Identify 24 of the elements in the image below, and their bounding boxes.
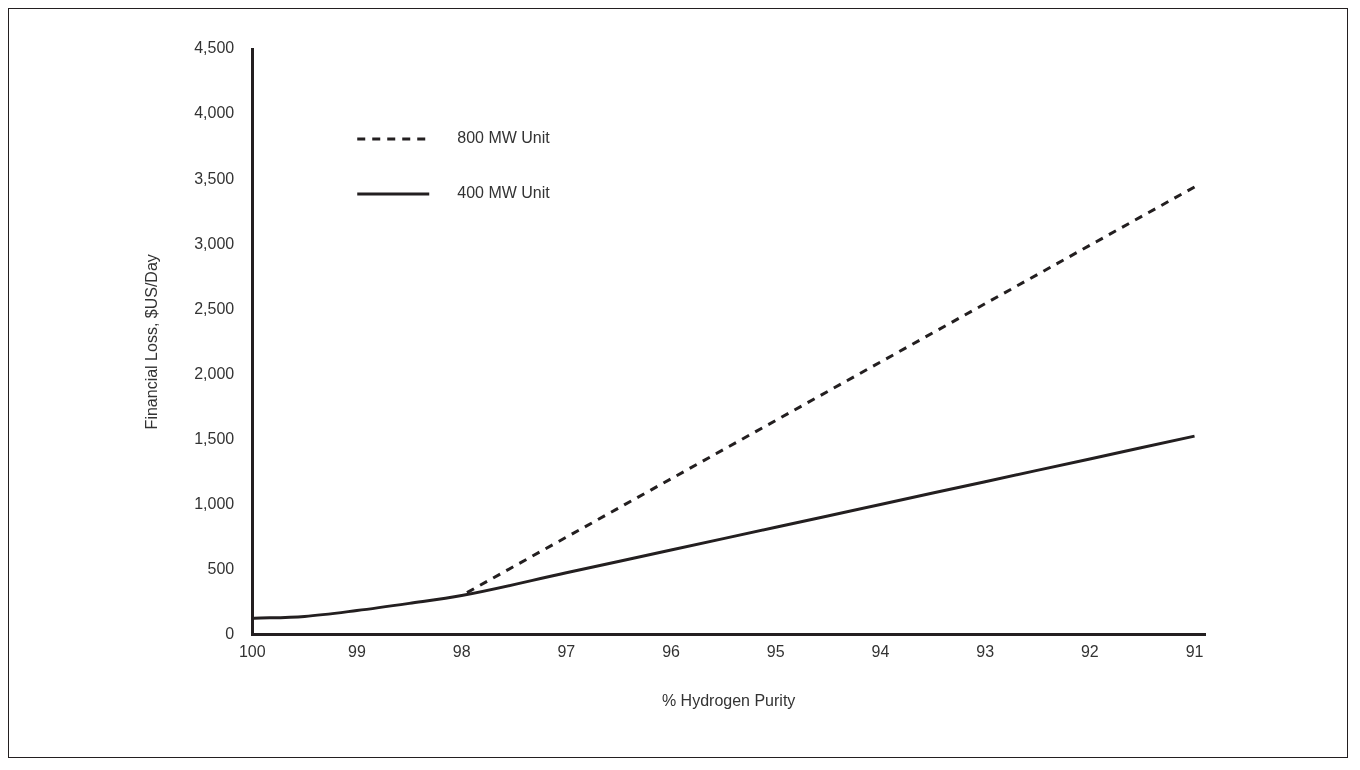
y-tick-label: 500 xyxy=(207,559,235,577)
y-tick-label: 2,000 xyxy=(194,364,235,382)
x-tick-label: 97 xyxy=(557,642,576,660)
x-tick-label: 99 xyxy=(348,642,366,660)
legend-label: 800 MW Unit xyxy=(457,129,551,147)
x-tick-label: 92 xyxy=(1080,642,1099,660)
x-tick-label: 100 xyxy=(238,642,266,660)
y-axis-title: Financial Loss, $US/Day xyxy=(143,254,161,430)
x-tick-label: 94 xyxy=(871,642,890,660)
x-axis-title: % Hydrogen Purity xyxy=(661,691,796,709)
y-tick-label: 3,000 xyxy=(194,234,235,252)
y-tick-label: 4,000 xyxy=(194,104,235,122)
y-tick-label: 1,500 xyxy=(194,429,235,447)
legend-label: 400 MW Unit xyxy=(457,184,551,202)
y-tick-label: 4,500 xyxy=(194,39,235,57)
x-tick-label: 91 xyxy=(1185,642,1204,660)
x-tick-label: 95 xyxy=(766,642,785,660)
x-tick-label: 98 xyxy=(452,642,471,660)
y-tick-label: 3,500 xyxy=(194,169,235,187)
x-tick-label: 96 xyxy=(662,642,681,660)
y-tick-label: 2,500 xyxy=(194,299,235,317)
x-tick-label: 93 xyxy=(976,642,995,660)
y-tick-label: 0 xyxy=(225,625,235,643)
y-tick-label: 1,000 xyxy=(194,494,235,512)
